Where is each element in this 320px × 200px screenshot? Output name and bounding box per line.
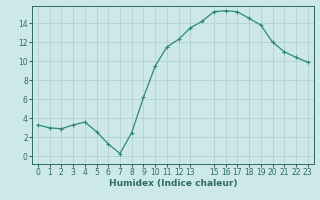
X-axis label: Humidex (Indice chaleur): Humidex (Indice chaleur) [108, 179, 237, 188]
